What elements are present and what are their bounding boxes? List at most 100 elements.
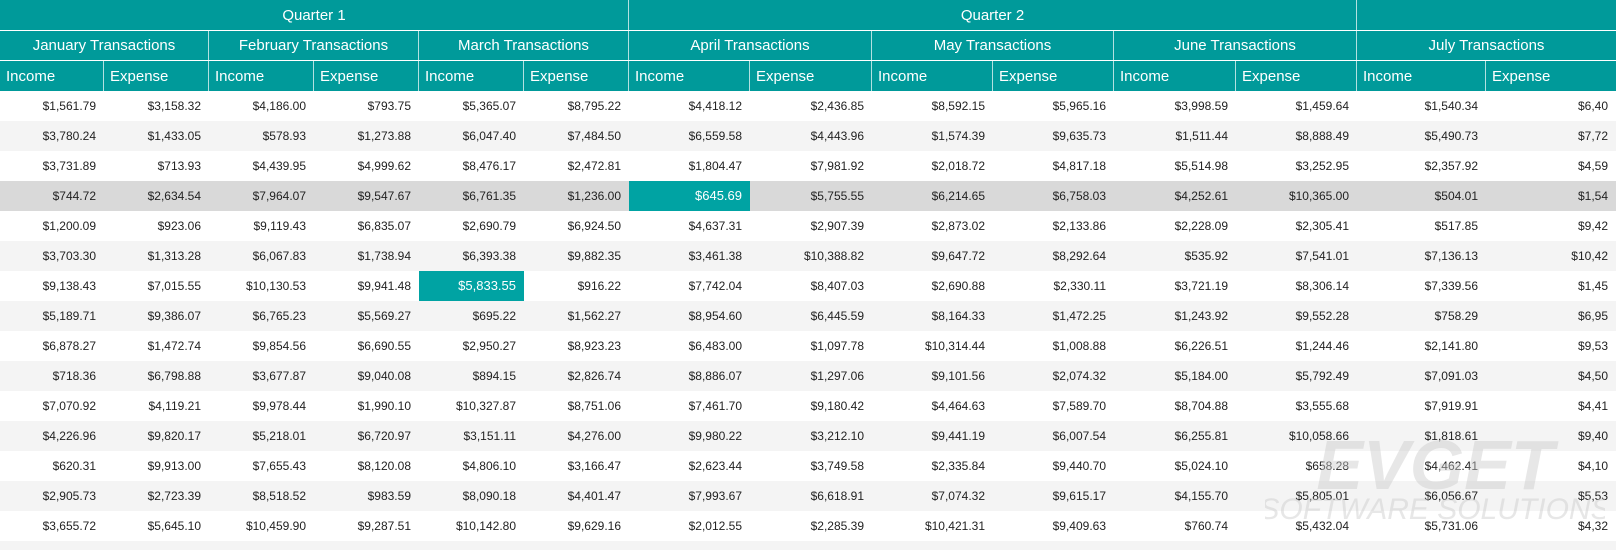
income-cell[interactable]: $744.72 xyxy=(52,189,96,203)
income-cell[interactable]: $10,314.44 xyxy=(924,339,985,353)
expense-cell[interactable]: $1,297.06 xyxy=(810,369,864,383)
expense-cell[interactable]: $4,50 xyxy=(1577,369,1608,383)
expense-cell[interactable]: $7,928.44 xyxy=(750,541,872,550)
expense-cell[interactable]: $8,923.23 xyxy=(567,339,621,353)
income-cell[interactable]: $2,950.27 xyxy=(462,339,516,353)
income-cell[interactable]: $6,214.65 xyxy=(931,189,985,203)
income-cell[interactable]: $3,780.24 xyxy=(42,129,96,143)
income-cell[interactable]: $5,514.98 xyxy=(1174,159,1228,173)
col-header-expense[interactable]: Expense xyxy=(750,61,872,91)
expense-cell[interactable]: $1,45 xyxy=(1577,279,1608,293)
table-row[interactable]: $1,995.00$7,261.70$926.02$9,777.39$4,643… xyxy=(0,541,1616,550)
month-header-july[interactable]: July Transactions xyxy=(1428,37,1545,54)
expense-cell[interactable]: $5,53 xyxy=(1577,489,1608,503)
income-cell[interactable]: $10,459.90 xyxy=(245,519,306,533)
expense-cell[interactable]: $9,635.73 xyxy=(1052,129,1106,143)
income-cell[interactable]: $926.02 xyxy=(209,541,314,550)
income-cell[interactable]: $695.22 xyxy=(472,309,516,323)
expense-cell[interactable]: $6,758.03 xyxy=(1052,189,1106,203)
income-cell[interactable]: $1,345.75 xyxy=(1114,541,1236,550)
expense-cell[interactable]: $3,555.68 xyxy=(1295,399,1349,413)
expense-cell[interactable]: $1,433.05 xyxy=(147,129,201,143)
income-cell[interactable]: $8,704.88 xyxy=(1174,399,1228,413)
expense-cell[interactable]: $2,826.74 xyxy=(567,369,621,383)
expense-cell[interactable]: $1,459.64 xyxy=(1295,99,1349,113)
income-cell[interactable]: $6,067.83 xyxy=(252,249,306,263)
expense-cell[interactable]: $6,445.59 xyxy=(810,309,864,323)
col-header-income[interactable]: Income xyxy=(209,61,314,91)
income-cell[interactable]: $6,047.40 xyxy=(462,129,516,143)
income-cell[interactable]: $4,637.31 xyxy=(688,219,742,233)
table-row[interactable]: $9,138.43 $7,015.55 $10,130.53 $9,941.48 $5,… xyxy=(0,271,1616,301)
expense-cell[interactable]: $7,981.92 xyxy=(810,159,864,173)
income-cell[interactable]: $6,393.38 xyxy=(462,249,516,263)
expense-cell[interactable]: $8,407.03 xyxy=(810,279,864,293)
expense-cell[interactable]: $5,569.27 xyxy=(357,309,411,323)
income-cell[interactable]: $2,690.79 xyxy=(462,219,516,233)
col-header-expense[interactable]: Expense xyxy=(993,61,1114,91)
table-row[interactable]: $5,189.71 $9,386.07 $6,765.23 $5,569.27 $695… xyxy=(0,301,1616,331)
income-cell[interactable]: $6,559.58 xyxy=(688,129,742,143)
expense-cell[interactable]: $3,252.95 xyxy=(1295,159,1349,173)
expense-cell[interactable]: $8,292.64 xyxy=(1052,249,1106,263)
income-cell[interactable]: $4,439.95 xyxy=(252,159,306,173)
expense-cell[interactable]: $5,792.49 xyxy=(1295,369,1349,383)
expense-cell[interactable]: $7,261.70 xyxy=(104,541,209,550)
income-cell[interactable]: $7,742.04 xyxy=(688,279,742,293)
expense-cell[interactable]: $4,999.62 xyxy=(357,159,411,173)
month-header-april[interactable]: April Transactions xyxy=(629,31,872,60)
income-cell[interactable]: $2,141.80 xyxy=(1424,339,1478,353)
income-cell[interactable]: $9,119.43 xyxy=(253,219,307,233)
expense-cell[interactable]: $9,552.28 xyxy=(1295,309,1349,323)
income-cell[interactable]: $10,421.31 xyxy=(924,519,985,533)
col-header-income[interactable]: Income xyxy=(0,61,104,91)
table-row[interactable]: $3,731.89 $713.93 $4,439.95 $4,999.62 $8,476… xyxy=(0,151,1616,181)
month-header-january[interactable]: January Transactions xyxy=(0,31,209,60)
expense-cell[interactable]: $9,629.16 xyxy=(567,519,621,533)
expense-cell[interactable]: $4,59 xyxy=(1577,159,1608,173)
expense-cell[interactable]: $793.75 xyxy=(367,99,411,113)
expense-cell[interactable]: $1,244.46 xyxy=(1295,339,1349,353)
month-header-february[interactable]: February Transactions xyxy=(209,31,419,60)
income-cell[interactable]: $6,226.51 xyxy=(1174,339,1228,353)
income-cell[interactable]: $3,703.30 xyxy=(42,249,96,263)
expense-cell[interactable]: $4,766.17 xyxy=(993,541,1114,550)
expense-cell[interactable]: $8,306.14 xyxy=(1295,279,1349,293)
income-cell[interactable]: $6,878.27 xyxy=(42,339,96,353)
table-row[interactable]: $3,780.24 $1,433.05 $578.93 $1,273.88 $6,047… xyxy=(0,121,1616,151)
expense-cell[interactable]: $9,941.48 xyxy=(357,279,411,293)
income-cell[interactable]: $4,252.61 xyxy=(1174,189,1228,203)
col-header-income[interactable]: Income xyxy=(629,61,750,91)
expense-cell[interactable]: $1,313.28 xyxy=(147,249,201,263)
income-cell[interactable]: $578.93 xyxy=(262,129,306,143)
expense-cell[interactable]: $6,618.91 xyxy=(810,489,864,503)
table-row[interactable]: $1,561.79 $3,158.32 $4,186.00 $793.75 $5,365… xyxy=(0,91,1616,121)
expense-cell[interactable]: $10,388.82 xyxy=(803,249,864,263)
income-cell[interactable]: $2,690.88 xyxy=(931,279,985,293)
income-cell[interactable]: $2,335.84 xyxy=(931,459,985,473)
expense-cell[interactable]: $2,372.42 xyxy=(1236,541,1357,550)
expense-cell[interactable]: $3,166.47 xyxy=(567,459,621,473)
income-cell[interactable]: $8,476.17 xyxy=(462,159,516,173)
table-row[interactable]: $7,070.92 $4,119.21 $9,978.44 $1,990.10 $10,… xyxy=(0,391,1616,421)
expense-cell[interactable]: $9,040.08 xyxy=(357,369,411,383)
expense-cell[interactable]: $9,40 xyxy=(1577,429,1608,443)
expense-cell[interactable]: $4,276.00 xyxy=(567,429,621,443)
expense-cell[interactable]: $1,54 xyxy=(1577,189,1608,203)
income-cell[interactable]: $1,243.92 xyxy=(1174,309,1228,323)
income-cell[interactable]: $6,659.01 xyxy=(1357,541,1486,550)
income-cell[interactable]: $7,136.13 xyxy=(1424,249,1478,263)
expense-cell[interactable]: $4,119.21 xyxy=(148,399,202,413)
income-cell[interactable]: $1,540.34 xyxy=(1424,99,1478,113)
expense-cell[interactable]: $2,133.86 xyxy=(1052,219,1106,233)
expense-cell[interactable]: $6,40 xyxy=(1577,99,1608,113)
expense-cell[interactable]: $2,074.32 xyxy=(1052,369,1106,383)
income-cell[interactable]: $3,655.72 xyxy=(42,519,96,533)
expense-cell[interactable]: $9,409.63 xyxy=(1052,519,1106,533)
income-cell[interactable]: $2,623.44 xyxy=(688,459,742,473)
income-cell[interactable]: $1,561.79 xyxy=(42,99,96,113)
expense-cell[interactable]: $5,965.16 xyxy=(1052,99,1106,113)
expense-cell[interactable]: $7,72 xyxy=(1577,129,1608,143)
income-cell[interactable]: $1,511.44 xyxy=(1175,129,1229,143)
